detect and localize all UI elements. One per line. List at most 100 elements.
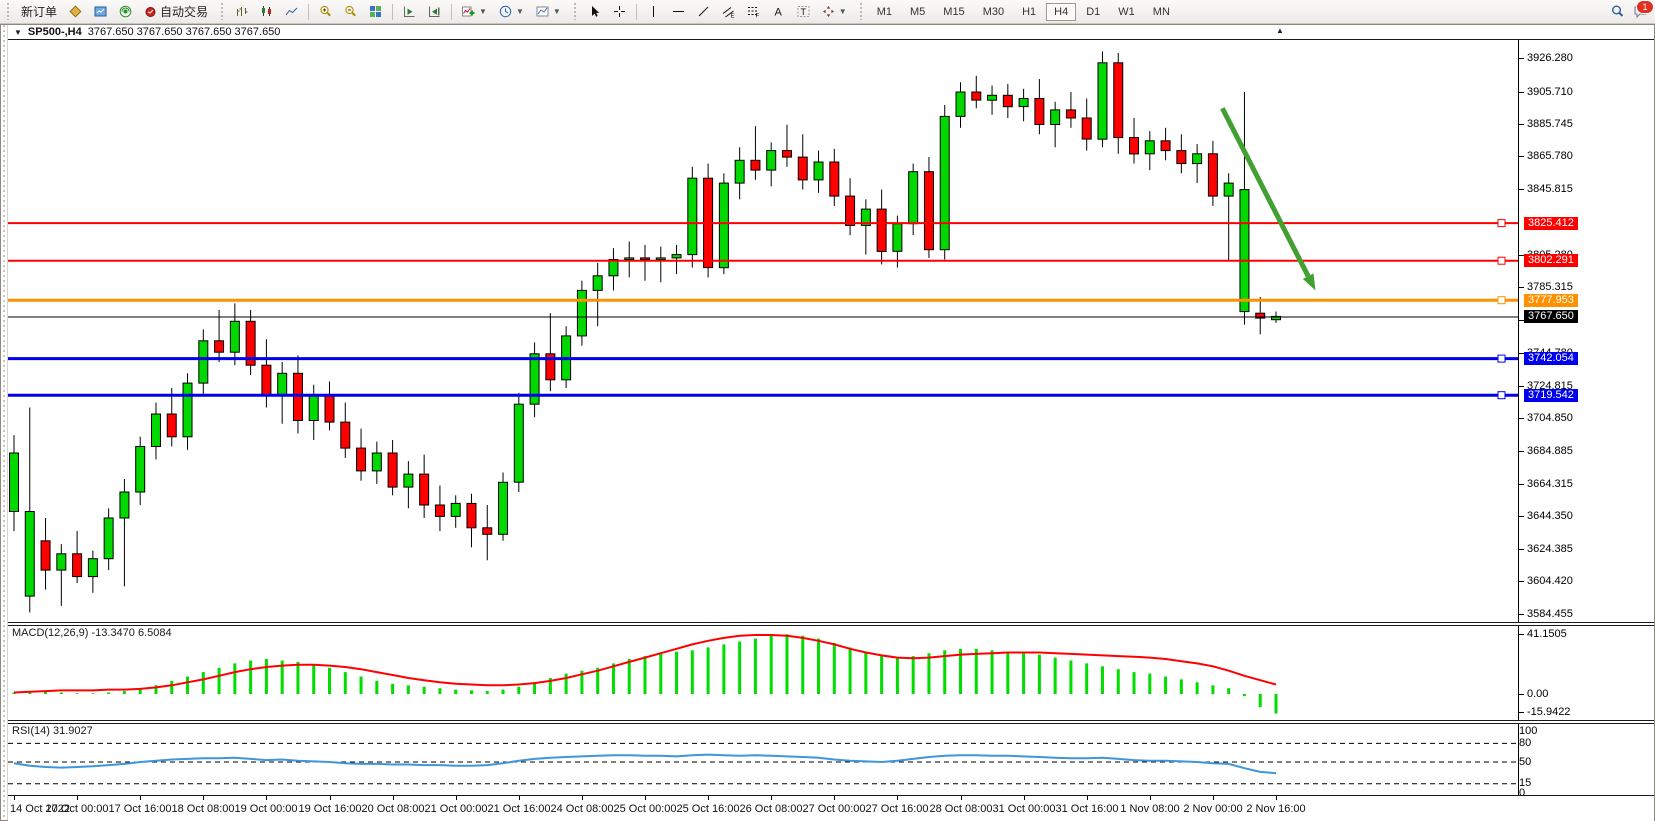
chevron-down-icon: ▼ — [552, 7, 561, 16]
chart-window: ▼ SP500-,H4 3767.650 3767.650 3767.650 3… — [0, 24, 1655, 821]
candlestick — [72, 553, 83, 578]
rsi-line — [13, 753, 1277, 775]
price-tick: 3905.710 — [1519, 86, 1573, 99]
pane-separator[interactable] — [8, 622, 1654, 626]
candlestick — [1176, 150, 1187, 165]
horizontal-line-button[interactable] — [667, 2, 690, 21]
window-resize-grip[interactable] — [1, 25, 8, 820]
candlestick-chart-button[interactable] — [255, 2, 278, 21]
svg-text:T: T — [800, 7, 806, 17]
zoom-out-icon — [345, 5, 356, 17]
template-icon — [536, 6, 549, 17]
candlestick — [87, 558, 98, 578]
tab-timeframe-m30[interactable]: M30 — [982, 5, 1005, 18]
time-axis[interactable]: 14 Oct 2022 17 Oct 00:00 17 Oct 16:00 18 Oc… — [8, 795, 1654, 821]
time-label: 17 Oct 16:00 — [108, 803, 172, 815]
price-tick: 3704.850 — [1519, 412, 1573, 425]
bar-chart-button[interactable] — [230, 2, 253, 21]
chat-button[interactable]: 1 — [1634, 0, 1654, 18]
candlestick — [482, 527, 493, 535]
tab-timeframe-w1[interactable]: W1 — [1118, 5, 1135, 18]
price-axis[interactable]: 3926.280 3905.710 3885.745 3865.780 3845.815… — [1519, 40, 1654, 622]
zoom-out-button[interactable] — [339, 2, 362, 21]
level-line-handle[interactable] — [1497, 219, 1506, 228]
level-line-handle[interactable] — [1497, 354, 1506, 363]
candlestick — [466, 502, 477, 529]
new-order-button[interactable]: 新订单 — [16, 0, 62, 23]
price-tick: 3684.885 — [1519, 445, 1573, 458]
tab-timeframe-m15[interactable]: M15 — [943, 5, 965, 18]
tab-timeframe-mn[interactable]: MN — [1152, 5, 1170, 18]
chart-shift-icon — [429, 6, 440, 17]
tab-timeframe-m5[interactable]: M5 — [910, 5, 926, 18]
fibonacci-button[interactable]: F — [742, 2, 765, 21]
price-plot-area[interactable] — [8, 40, 1519, 622]
notification-badge: 1 — [1636, 0, 1654, 14]
candlestick — [340, 421, 351, 449]
candlestick — [356, 447, 367, 472]
tick-mark — [1519, 417, 1524, 419]
level-line-handle[interactable] — [1497, 256, 1506, 265]
candlestick — [529, 353, 540, 405]
trend-arrow-annotation[interactable] — [1220, 107, 1311, 278]
time-label: 25 Oct 16:00 — [676, 803, 740, 815]
chart-symbols-button[interactable] — [64, 2, 87, 21]
periods-button[interactable]: ▼ — [494, 2, 529, 21]
rsi-plot-area[interactable] — [8, 724, 1519, 795]
vertical-line-button[interactable] — [642, 2, 665, 21]
channel-button[interactable]: E — [717, 2, 740, 21]
macd-axis[interactable]: 41.1505 0.00 -15.9422 — [1519, 626, 1654, 720]
tab-timeframe-m1[interactable]: M1 — [876, 5, 892, 18]
search-icon[interactable] — [1611, 5, 1624, 18]
pane-separator[interactable] — [8, 720, 1654, 724]
signals-button[interactable] — [114, 2, 137, 21]
tick-mark — [1519, 693, 1524, 695]
arrows-button[interactable]: ▼ — [817, 2, 852, 21]
auto-trading-button[interactable]: 自动交易 — [139, 0, 213, 23]
candlestick — [1097, 62, 1108, 140]
line-chart-button[interactable] — [280, 2, 303, 21]
trend-arrow-head — [1302, 273, 1316, 291]
rsi-axis[interactable]: 100 80 50 15 0 — [1519, 724, 1654, 799]
add-indicator-button[interactable]: ▼ — [457, 2, 492, 21]
arrows-icon — [822, 6, 834, 17]
time-label: 19 Oct 16:00 — [298, 803, 362, 815]
tab-timeframe-h4[interactable]: H4 — [1046, 2, 1077, 21]
time-label: 31 Oct 16:00 — [1055, 803, 1119, 815]
tab-timeframe-d1[interactable]: D1 — [1086, 5, 1101, 18]
text-label-button[interactable]: T — [792, 2, 815, 21]
candlestick — [718, 182, 729, 269]
time-tick — [834, 796, 835, 800]
level-line-handle[interactable] — [1497, 391, 1506, 400]
price-tick: 3584.455 — [1519, 608, 1573, 621]
time-tick — [897, 796, 898, 800]
tab-timeframe-h1[interactable]: H1 — [1022, 5, 1037, 18]
level-line-handle[interactable] — [1497, 296, 1506, 305]
auto-scroll-button[interactable] — [398, 2, 421, 21]
add-indicator-icon — [462, 6, 475, 17]
candlestick — [766, 150, 777, 171]
crosshair-button[interactable] — [608, 2, 631, 21]
line-chart-icon — [285, 7, 298, 16]
tile-windows-button[interactable] — [364, 2, 387, 21]
template-button[interactable]: ▼ — [531, 2, 566, 21]
chart-shift-button[interactable] — [423, 2, 446, 21]
chart-menu-dropdown-icon[interactable]: ▼ — [14, 27, 22, 37]
zoom-in-button[interactable] — [314, 2, 337, 21]
tick-mark — [1519, 188, 1524, 190]
candlestick — [513, 403, 524, 483]
market-watch-button[interactable] — [89, 2, 112, 21]
candlestick — [671, 254, 682, 259]
rsi-pane: RSI(14) 31.9027 100 80 50 15 0 — [8, 724, 1654, 799]
candlestick — [1160, 140, 1171, 152]
candlestick — [24, 511, 35, 597]
text-button[interactable]: A — [767, 2, 790, 21]
time-label: 14 Oct 2022 — [10, 803, 70, 815]
macd-plot-area[interactable] — [8, 626, 1519, 720]
price-tick: 3845.815 — [1519, 183, 1573, 196]
trendline-button[interactable] — [692, 2, 715, 21]
tick-mark — [1519, 286, 1524, 288]
toolbar-grip — [220, 3, 226, 20]
cursor-button[interactable] — [583, 2, 606, 21]
